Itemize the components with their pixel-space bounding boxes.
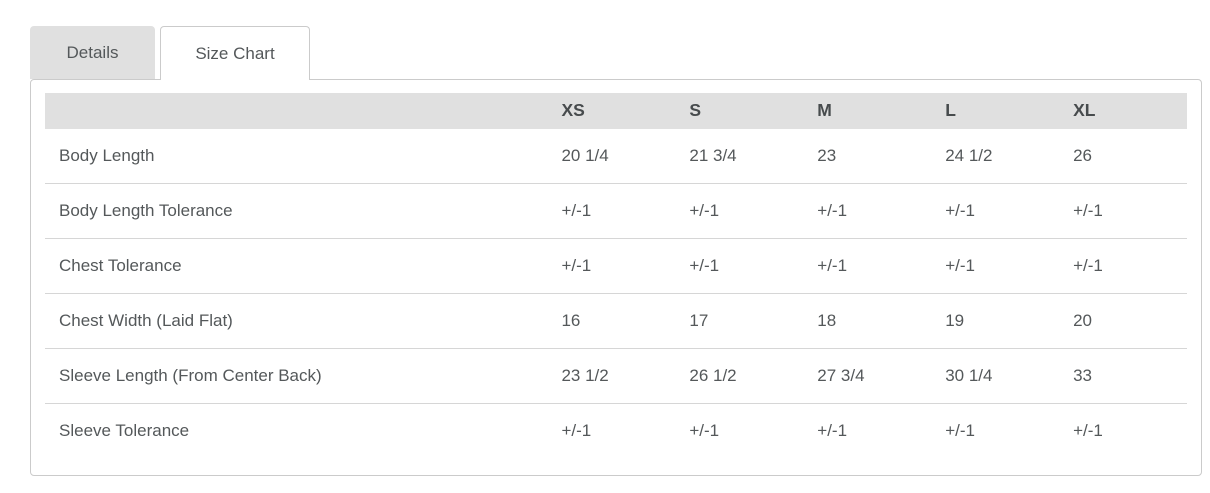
cell-value: 30 1/4 [945,366,993,385]
row-label: Chest Width (Laid Flat) [59,311,233,330]
tab-bar: Details Size Chart [30,26,1202,80]
cell-value: +/-1 [817,421,848,440]
cell-value: +/-1 [817,201,848,220]
cell-value: +/-1 [1073,201,1103,220]
cell-value: 16 [561,311,581,330]
column-header: S [675,93,804,129]
column-header: XS [547,93,676,129]
cell-value: 23 1/2 [561,366,609,385]
cell-value: +/-1 [561,201,592,220]
cell-value: 19 [945,311,965,330]
cell-value: +/-1 [689,256,720,275]
cell-value: 23 [817,146,837,165]
row-label: Body Length Tolerance [59,201,233,220]
product-info-section: Details Size Chart XS S M L XL Body Length 20… [30,26,1202,476]
column-header: M [803,93,932,129]
cell-value: 20 [1073,311,1093,330]
size-chart-body: Body Length 20 1/4 21 3/4 23 24 1/2 26 Body Le… [45,129,1187,458]
cell-value: 17 [689,311,709,330]
cell-value: 20 1/4 [561,146,609,165]
column-header-blank [45,93,548,129]
row-label: Body Length [59,146,155,165]
cell-value: 21 3/4 [689,146,737,165]
table-row: Body Length 20 1/4 21 3/4 23 24 1/2 26 [45,129,1187,184]
table-row: Sleeve Tolerance +/-1 +/-1 +/-1 +/-1 +/-1 [45,404,1187,459]
row-label: Sleeve Tolerance [59,421,190,440]
size-chart-table: XS S M L XL Body Length 20 1/4 21 3/4 23 24 1/2 2… [45,93,1187,458]
tab-size-chart[interactable]: Size Chart [160,26,310,80]
cell-value: +/-1 [561,421,592,440]
table-row: Chest Width (Laid Flat) 16 17 18 19 20 [45,294,1187,349]
cell-value: 26 1/2 [689,366,737,385]
cell-value: +/-1 [945,421,975,440]
cell-value: +/-1 [817,256,848,275]
cell-value: +/-1 [689,201,720,220]
row-label: Sleeve Length (From Center Back) [59,366,322,385]
table-row: Chest Tolerance +/-1 +/-1 +/-1 +/-1 +/-1 [45,239,1187,294]
size-chart-header-row: XS S M L XL [45,93,1187,129]
cell-value: 24 1/2 [945,146,993,165]
cell-value: 26 [1073,146,1093,165]
size-chart-header: XS S M L XL [45,93,1187,129]
column-header: XL [1059,93,1187,129]
column-header: L [931,93,1060,129]
cell-value: 33 [1073,366,1093,385]
cell-value: 27 3/4 [817,366,865,385]
cell-value: +/-1 [945,256,975,275]
table-row: Body Length Tolerance +/-1 +/-1 +/-1 +/-1 +/-… [45,184,1187,239]
cell-value: +/-1 [561,256,592,275]
tab-details-label: Details [66,43,119,62]
cell-value: +/-1 [1073,256,1103,275]
table-row: Sleeve Length (From Center Back) 23 1/2 26… [45,349,1187,404]
cell-value: +/-1 [945,201,975,220]
cell-value: 18 [817,311,837,330]
cell-value: +/-1 [689,421,720,440]
row-label: Chest Tolerance [59,256,182,275]
size-chart-panel: XS S M L XL Body Length 20 1/4 21 3/4 23 24 1/2 2… [30,79,1202,476]
tab-size-chart-label: Size Chart [195,43,275,63]
cell-value: +/-1 [1073,421,1103,440]
tab-details[interactable]: Details [30,26,155,79]
